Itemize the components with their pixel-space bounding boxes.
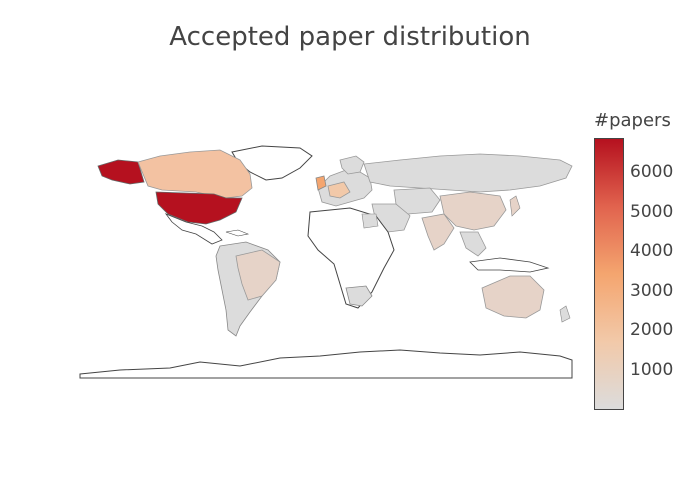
colorbar-tick: 1000: [630, 359, 674, 380]
country-brazil[interactable]: [235, 249, 281, 301]
country-japan[interactable]: [509, 195, 521, 217]
country-russia[interactable]: [363, 153, 573, 193]
country-egypt[interactable]: [361, 213, 379, 229]
colorbar-tick: 2000: [630, 320, 674, 341]
country-caribbean[interactable]: [225, 229, 250, 237]
region-indonesia[interactable]: [469, 257, 550, 273]
colorbar-tick: 3000: [630, 280, 674, 301]
country-mexico[interactable]: [164, 213, 223, 245]
colorbar-tick: 4000: [630, 241, 674, 262]
country-usa-alaska[interactable]: [97, 159, 145, 185]
country-germany[interactable]: [327, 181, 351, 199]
country-usa[interactable]: [155, 191, 243, 225]
country-uk[interactable]: [315, 175, 327, 191]
colorbar-tick: 5000: [630, 201, 674, 222]
map-title: Accepted paper distribution: [169, 22, 531, 52]
country-new-zealand[interactable]: [559, 305, 571, 323]
colorbar: [594, 138, 624, 410]
region-scandinavia[interactable]: [339, 155, 365, 175]
colorbar-tick: 6000: [630, 162, 674, 183]
region-central-asia[interactable]: [393, 187, 441, 215]
colorbar-title: #papers: [594, 110, 671, 131]
country-australia[interactable]: [481, 275, 545, 319]
country-antarctica[interactable]: [79, 349, 573, 379]
country-canada[interactable]: [137, 149, 253, 199]
country-south-africa[interactable]: [345, 285, 373, 307]
country-china[interactable]: [439, 191, 507, 231]
region-southeast-asia[interactable]: [459, 231, 487, 257]
